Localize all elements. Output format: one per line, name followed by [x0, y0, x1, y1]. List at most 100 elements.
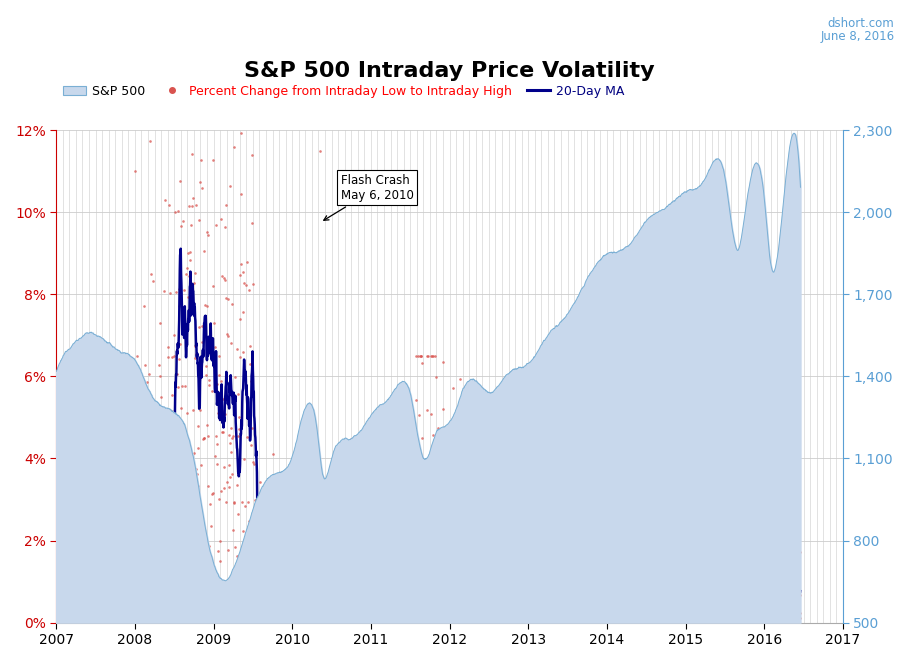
- Point: [703, 592, 717, 602]
- Point: [450, 595, 465, 606]
- Point: [390, 611, 404, 622]
- Point: [782, 594, 796, 605]
- Point: [646, 582, 661, 592]
- Point: [385, 594, 400, 605]
- Point: [126, 586, 141, 596]
- Point: [134, 491, 149, 502]
- Point: [567, 612, 581, 623]
- Point: [324, 608, 339, 618]
- Point: [352, 542, 367, 553]
- Point: [502, 557, 517, 567]
- Point: [792, 551, 806, 562]
- Point: [706, 613, 721, 624]
- Point: [459, 607, 474, 618]
- Point: [143, 501, 157, 512]
- Point: [459, 602, 474, 612]
- Point: [274, 579, 289, 589]
- Point: [576, 585, 590, 596]
- Point: [466, 536, 480, 546]
- Point: [147, 462, 162, 473]
- Point: [682, 585, 696, 596]
- Point: [709, 583, 724, 594]
- Point: [136, 477, 151, 488]
- Point: [282, 609, 297, 620]
- Point: [412, 351, 427, 361]
- Point: [429, 612, 443, 622]
- Point: [293, 602, 308, 613]
- Point: [522, 523, 537, 534]
- Point: [50, 594, 64, 604]
- Point: [164, 411, 179, 422]
- Point: [701, 615, 716, 626]
- Point: [436, 615, 450, 626]
- Point: [71, 571, 85, 582]
- Point: [114, 604, 129, 614]
- Point: [698, 584, 713, 594]
- Point: [398, 606, 412, 616]
- Point: [538, 601, 553, 612]
- Point: [349, 557, 363, 568]
- Point: [477, 602, 491, 612]
- Point: [209, 43, 223, 54]
- Point: [91, 599, 105, 610]
- Point: [115, 501, 130, 512]
- Point: [347, 612, 361, 622]
- Point: [585, 614, 599, 624]
- Point: [441, 615, 456, 626]
- Point: [787, 615, 802, 626]
- Point: [58, 573, 73, 583]
- Point: [182, 271, 196, 281]
- Point: [367, 595, 381, 606]
- Point: [492, 612, 507, 623]
- Point: [193, 154, 208, 165]
- Point: [390, 567, 404, 578]
- Point: [774, 570, 788, 581]
- Point: [675, 565, 689, 575]
- Point: [222, 482, 236, 493]
- Point: [358, 549, 372, 560]
- Point: [654, 563, 668, 573]
- Point: [481, 602, 496, 612]
- Point: [80, 549, 94, 560]
- Point: [197, 245, 212, 256]
- Point: [230, 551, 244, 562]
- Point: [141, 487, 155, 497]
- Point: [662, 571, 676, 582]
- Point: [269, 605, 283, 616]
- Point: [359, 557, 373, 568]
- Point: [644, 604, 658, 614]
- Point: [565, 586, 579, 596]
- Point: [415, 433, 429, 444]
- Point: [310, 467, 324, 477]
- Point: [424, 596, 439, 606]
- Point: [54, 573, 69, 583]
- Point: [187, 549, 202, 560]
- Point: [291, 609, 305, 620]
- Point: [536, 615, 550, 626]
- Point: [435, 606, 449, 616]
- Point: [366, 516, 380, 526]
- Point: [321, 506, 335, 516]
- Point: [196, 609, 211, 620]
- Point: [452, 374, 467, 385]
- Point: [521, 577, 536, 587]
- Point: [663, 602, 677, 613]
- Point: [349, 606, 363, 617]
- Point: [677, 602, 692, 612]
- Point: [392, 475, 407, 485]
- Point: [600, 606, 615, 617]
- Point: [429, 508, 443, 518]
- Point: [651, 599, 666, 610]
- Point: [479, 606, 493, 617]
- Point: [222, 438, 237, 449]
- Point: [669, 615, 684, 626]
- Point: [639, 612, 654, 622]
- Point: [419, 612, 433, 623]
- Point: [556, 614, 570, 624]
- Point: [781, 589, 795, 600]
- Point: [536, 610, 550, 621]
- Point: [528, 615, 543, 626]
- Point: [481, 596, 496, 606]
- Point: [195, 434, 210, 444]
- Point: [764, 608, 778, 619]
